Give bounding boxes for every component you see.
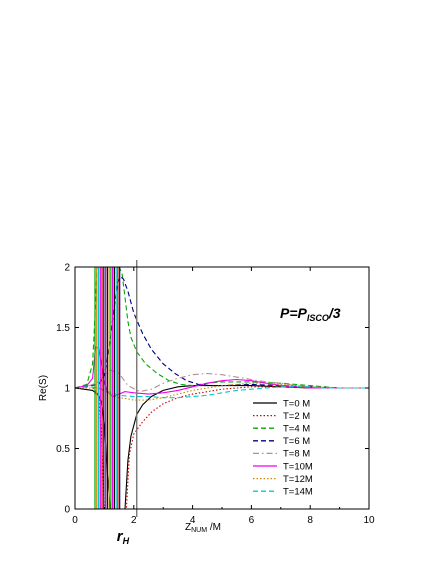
series-line-6 (75, 382, 369, 401)
x-tick-label-0: 0 (72, 515, 78, 526)
legend-label-3: T=6 M (283, 436, 310, 447)
y-tick-label-2: 1 (64, 384, 70, 395)
x-tick-label-2: 4 (190, 515, 196, 526)
legend-label-0: T=0 M (283, 398, 310, 409)
x-tick-label-1: 2 (131, 515, 137, 526)
x-tick-label-3: 6 (249, 515, 255, 526)
y-tick-label-4: 2 (64, 263, 70, 274)
x-tick-label-5: 10 (363, 515, 375, 526)
legend-label-1: T=2 M (283, 411, 310, 422)
y-tick-label-1: 0.5 (56, 444, 70, 455)
series-layer (75, 260, 369, 517)
y-axis-title: Re(S) (38, 375, 49, 401)
y-tick-label-3: 1.5 (56, 323, 70, 334)
series-line-5 (75, 346, 369, 398)
legend-label-7: T=14M (283, 487, 313, 498)
legend-label-4: T=8 M (283, 449, 310, 460)
axes (74, 266, 370, 510)
legend-label-2: T=4 M (283, 424, 310, 435)
horizon-label: rH (117, 528, 130, 546)
momentum-annotation: P=PISCO/3 (280, 305, 341, 323)
y-tick-label-0: 0 (64, 505, 70, 516)
legend-label-5: T=10M (283, 461, 313, 472)
series-line-3 (75, 275, 369, 389)
x-axis-title: ZNUM /M (185, 522, 221, 534)
x-tick-label-4: 8 (307, 515, 313, 526)
legend-label-6: T=12M (283, 474, 313, 485)
legend: T=0 M T=2 M T=4 MT=6 M T=8 MT=10M T=12M T=14M (253, 398, 313, 498)
labels: 0 2 4 6 8 10 0 0.5 1 1.5 2 Re(S) ZNUM /M rH P=PISCO/3 (38, 263, 375, 547)
